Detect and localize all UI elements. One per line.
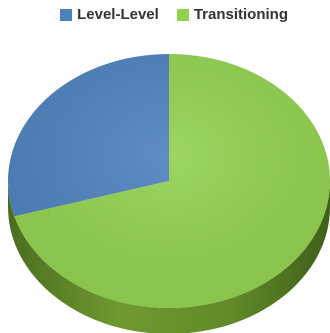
pie-top-shading	[8, 54, 330, 308]
legend: Level-Level Transitioning	[0, 6, 330, 23]
legend-item-level-level: Level-Level	[60, 6, 159, 23]
legend-label-level-level: Level-Level	[77, 6, 159, 23]
legend-swatch-transitioning	[176, 8, 189, 21]
legend-label-transitioning: Transitioning	[193, 6, 288, 23]
pie-side-wall	[8, 181, 330, 333]
legend-item-transitioning: Transitioning	[176, 6, 288, 23]
legend-swatch-level-level	[60, 8, 73, 21]
